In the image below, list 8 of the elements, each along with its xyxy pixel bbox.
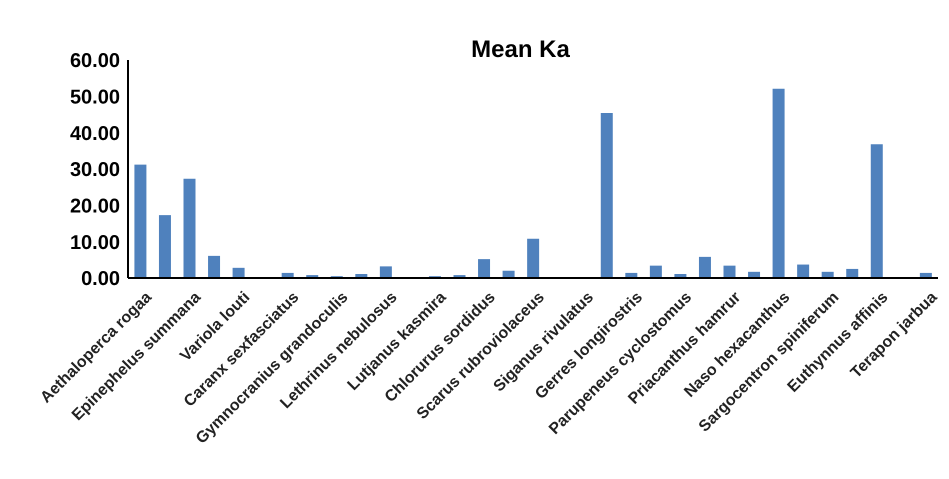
y-tick-label: 40.00 bbox=[70, 122, 120, 145]
y-tick-label: 30.00 bbox=[70, 159, 120, 182]
y-tick-label: 60.00 bbox=[70, 50, 120, 72]
y-tick-label: 20.00 bbox=[70, 195, 120, 218]
chart-title: Mean Ka bbox=[471, 36, 570, 63]
y-tick-label: 10.00 bbox=[70, 232, 120, 254]
y-tick-label: 0.00 bbox=[81, 268, 120, 290]
y-tick-label: 50.00 bbox=[70, 86, 120, 108]
